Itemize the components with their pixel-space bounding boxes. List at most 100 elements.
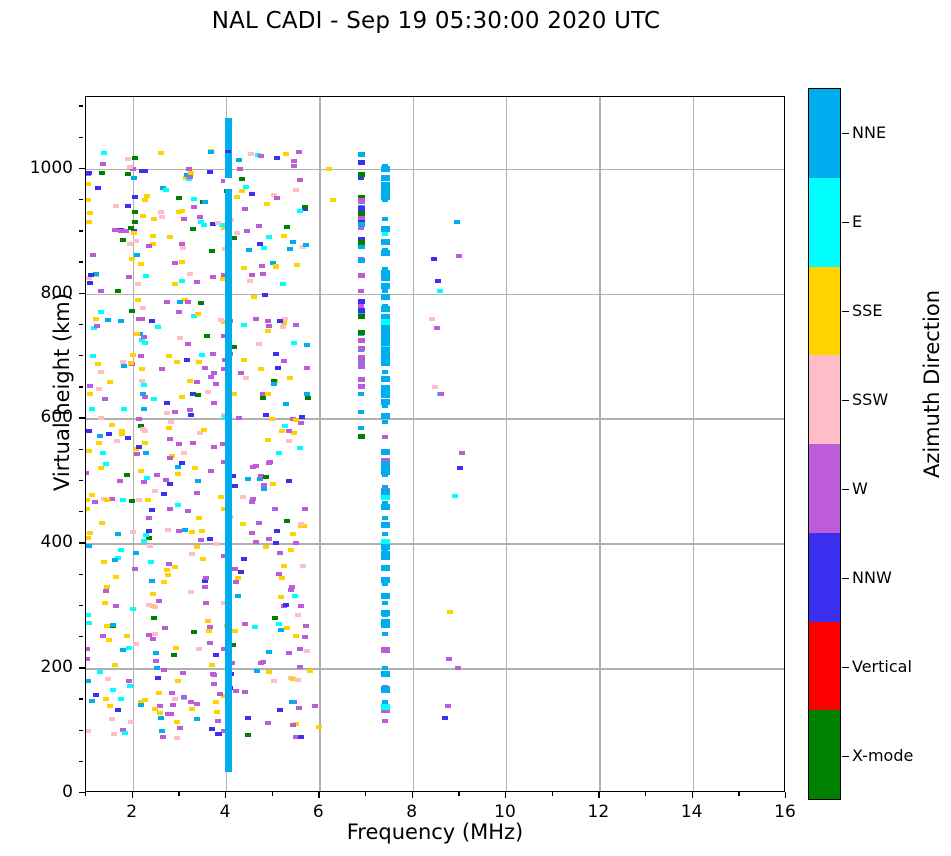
- data-point: [86, 198, 92, 203]
- data-point: [221, 366, 228, 371]
- data-point: [142, 441, 149, 446]
- data-point: [380, 646, 390, 653]
- x-tick-minor: [458, 792, 460, 796]
- data-point: [208, 149, 215, 154]
- data-point: [442, 716, 449, 721]
- data-point: [118, 228, 125, 233]
- colorbar-segment-w[interactable]: [809, 444, 840, 533]
- data-point: [266, 650, 273, 655]
- data-point: [234, 575, 241, 580]
- data-point: [205, 619, 212, 624]
- gridline-x-6: [319, 97, 321, 791]
- data-point: [380, 619, 390, 626]
- data-point: [380, 190, 390, 197]
- colorbar-label-sse: SSE: [852, 300, 883, 320]
- data-point: [213, 542, 220, 547]
- data-point: [109, 497, 116, 502]
- data-point: [103, 461, 110, 466]
- x-tick-label-8: 8: [406, 802, 418, 822]
- data-point: [255, 341, 262, 346]
- data-point: [433, 325, 440, 330]
- data-point: [381, 500, 388, 505]
- data-point: [197, 301, 204, 306]
- data-point: [358, 298, 366, 304]
- data-point: [297, 603, 304, 608]
- data-point: [249, 465, 256, 470]
- data-point: [126, 679, 133, 684]
- data-point: [127, 360, 134, 365]
- data-point: [239, 188, 246, 193]
- data-point: [381, 516, 388, 521]
- data-point: [380, 166, 390, 173]
- data-point: [380, 347, 390, 353]
- data-point: [330, 197, 337, 202]
- y-tick-minor: [79, 355, 83, 357]
- data-point: [380, 326, 390, 333]
- data-point: [99, 162, 106, 167]
- data-point: [380, 539, 390, 546]
- data-point: [260, 391, 267, 396]
- data-point: [129, 352, 136, 357]
- data-point: [167, 456, 174, 461]
- colorbar-segment-vertical[interactable]: [809, 621, 840, 711]
- colorbar-segment-x-mode[interactable]: [809, 710, 840, 799]
- data-point: [146, 603, 153, 608]
- data-point: [380, 469, 390, 476]
- data-point: [256, 241, 263, 246]
- data-point: [86, 497, 90, 502]
- colorbar-label-ssw: SSW: [852, 389, 889, 409]
- data-point: [103, 623, 110, 628]
- data-point: [149, 592, 156, 597]
- data-point: [437, 391, 444, 396]
- data-point: [152, 631, 159, 636]
- data-point: [210, 275, 217, 280]
- data-point: [159, 214, 166, 219]
- data-point: [358, 313, 366, 319]
- data-point: [446, 656, 453, 661]
- data-point: [160, 492, 167, 497]
- data-point: [304, 391, 311, 396]
- colorbar[interactable]: [808, 88, 841, 800]
- colorbar-segment-e[interactable]: [809, 177, 840, 267]
- data-point: [112, 558, 119, 563]
- data-point: [303, 343, 310, 348]
- data-point: [164, 568, 171, 573]
- data-point: [105, 677, 112, 682]
- data-point: [133, 641, 140, 646]
- data-point: [451, 494, 458, 499]
- data-point: [358, 272, 366, 278]
- colorbar-segment-sse[interactable]: [809, 266, 840, 356]
- x-tick-minor: [178, 792, 180, 796]
- data-point: [190, 391, 197, 396]
- colorbar-tick-vertical: [842, 666, 849, 668]
- x-tick-major-8: [411, 792, 414, 798]
- data-point: [86, 275, 93, 280]
- data-point: [241, 621, 248, 626]
- data-point: [272, 351, 279, 356]
- y-tick-minor: [79, 230, 83, 232]
- colorbar-tick-w: [842, 488, 849, 490]
- colorbar-segment-nnw[interactable]: [809, 532, 840, 622]
- data-point: [380, 412, 390, 419]
- data-point: [285, 439, 292, 444]
- data-point: [124, 157, 131, 162]
- data-point: [88, 698, 95, 703]
- data-point: [119, 359, 126, 364]
- data-point: [132, 210, 138, 215]
- data-point: [170, 652, 177, 657]
- x-tick-minor: [645, 792, 647, 796]
- data-point: [207, 375, 214, 380]
- colorbar-tick-e: [842, 221, 849, 223]
- data-point: [88, 407, 95, 412]
- data-point: [221, 506, 228, 511]
- data-point: [176, 529, 183, 533]
- data-point: [176, 310, 183, 315]
- data-point: [117, 697, 124, 702]
- colorbar-segment-nne[interactable]: [809, 89, 840, 178]
- data-point: [358, 243, 366, 249]
- data-point: [380, 671, 390, 678]
- data-point: [279, 324, 286, 329]
- colorbar-segment-ssw[interactable]: [809, 355, 840, 444]
- data-point: [149, 578, 156, 583]
- colorbar-tick-x-mode: [842, 755, 849, 757]
